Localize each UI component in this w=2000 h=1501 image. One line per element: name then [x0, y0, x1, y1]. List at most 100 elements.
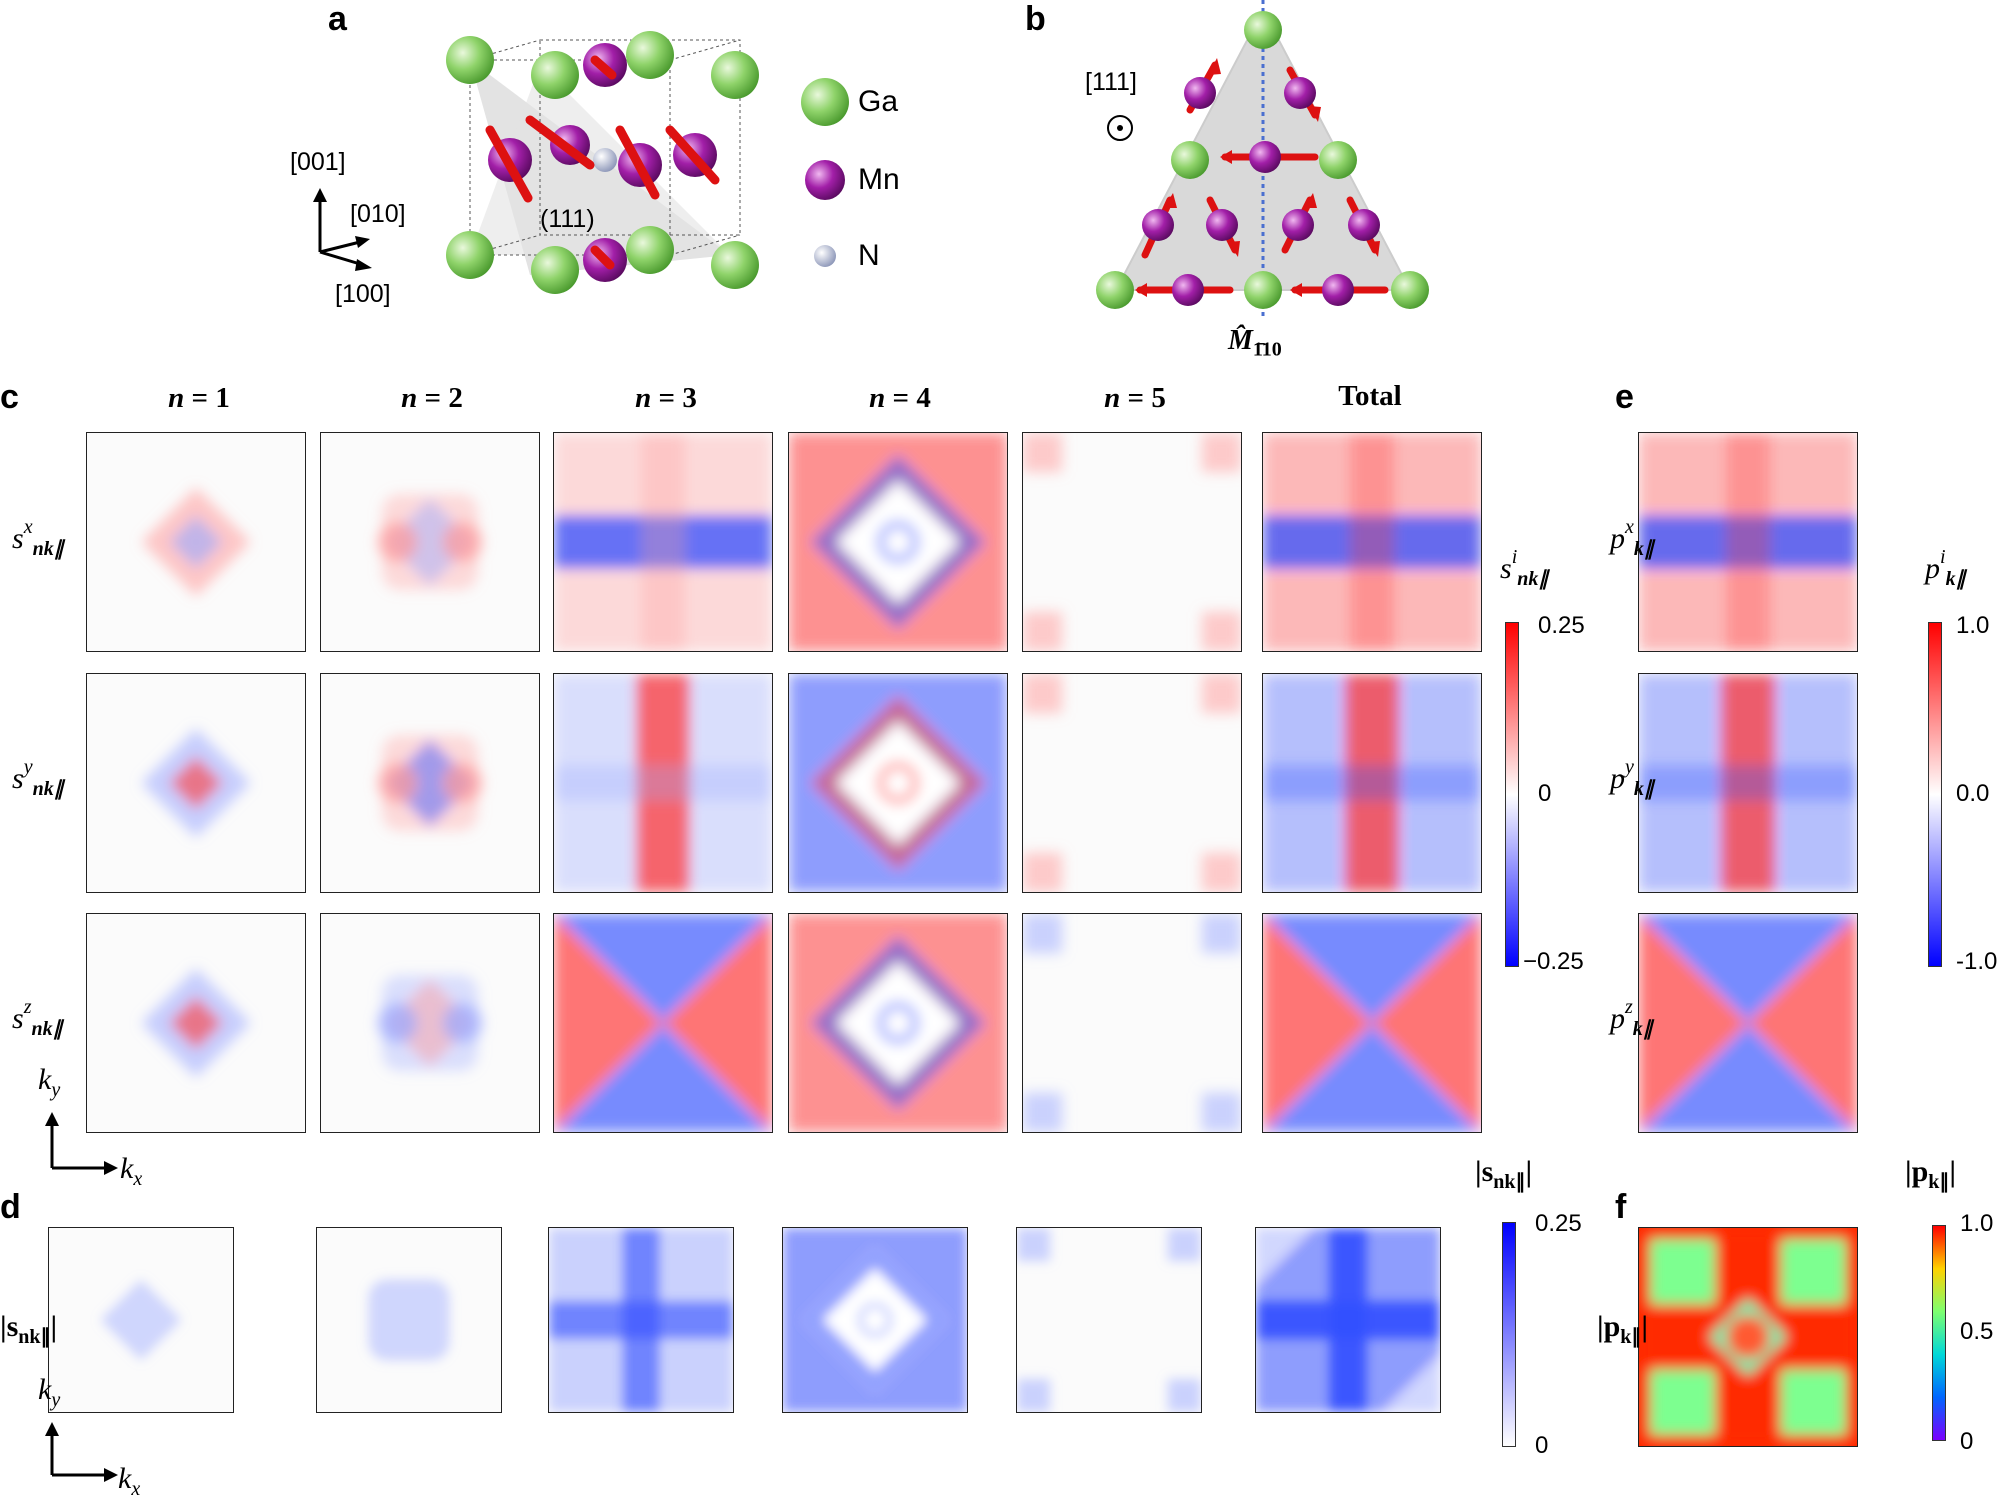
row-label-s-mag: |snk∥|	[0, 1310, 57, 1349]
row-label-p-mag: |pk∥|	[1597, 1310, 1648, 1349]
cbar-smag-title-end: |	[1525, 1155, 1533, 1188]
k-axes-icon-c	[45, 1112, 118, 1175]
row-label-p-mag-sub: k∥	[1620, 1326, 1642, 1348]
colorbar-p-magnitude	[1932, 1225, 1946, 1441]
row-label-sy-base: s	[12, 762, 24, 795]
axis-100-label: [100]	[335, 280, 391, 308]
map-smag-n4	[782, 1227, 968, 1413]
row-label-s-mag-end: |	[50, 1310, 58, 1343]
crystal-structure-diagram	[446, 31, 759, 294]
row-label-py: pyk∥	[1610, 756, 1654, 801]
row-label-pz-sub: k∥	[1632, 1018, 1653, 1040]
cbar-pmag-tick-max: 1.0	[1960, 1210, 1994, 1237]
cbar-smag-tick-max: 0.25	[1535, 1210, 1582, 1237]
cbar-pmag-tick-min: 0	[1960, 1428, 1974, 1455]
map-py	[1638, 673, 1858, 893]
kagome-plane-diagram	[1096, 0, 1429, 318]
map-sz-n3	[553, 913, 773, 1133]
ky-label-c-base: k	[38, 1063, 52, 1096]
ky-label-d-base: k	[38, 1373, 52, 1406]
row-label-sy-sup: y	[23, 756, 33, 778]
map-sx-n3	[553, 432, 773, 652]
panel-label-d: d	[0, 1188, 21, 1226]
cbar-p-title-sup: i	[1940, 546, 1946, 568]
cbar-p-tick-zero: 0.0	[1956, 780, 1990, 807]
column-header-n1: n = 1	[89, 382, 309, 415]
cbar-s-title-sup: i	[1511, 546, 1518, 568]
row-label-px-sup: x	[1625, 516, 1634, 538]
row-label-px-base: p	[1610, 522, 1625, 555]
column-header-n3-var: n	[635, 382, 652, 414]
map-sz-total	[1262, 913, 1482, 1133]
cbar-s-tick-max: 0.25	[1538, 612, 1585, 639]
cbar-p-title-base: p	[1925, 552, 1940, 585]
row-label-py-sup: y	[1625, 756, 1634, 778]
crystal-axes-icon	[313, 188, 372, 271]
legend-mn-label: Mn	[858, 163, 900, 196]
cbar-pmag-title-base: |p	[1905, 1155, 1929, 1188]
direction-111-label: [111]	[1085, 68, 1137, 96]
map-sy-n4	[788, 673, 1008, 893]
cbar-pmag-title-end: |	[1949, 1155, 1957, 1188]
kx-label-d: kx	[118, 1462, 140, 1501]
row-label-px-sub: k∥	[1633, 538, 1654, 560]
map-sz-n5	[1022, 913, 1242, 1133]
cbar-pmag-title: |pk∥|	[1905, 1155, 1956, 1194]
cbar-smag-title-sub: nk∥	[1493, 1171, 1526, 1193]
column-header-n3: n = 3	[556, 382, 776, 415]
kx-label-d-base: k	[118, 1462, 132, 1495]
cbar-s-tick-min: −0.25	[1523, 948, 1584, 975]
row-label-pz-base: p	[1610, 1002, 1625, 1035]
row-label-sz-base: s	[12, 1002, 24, 1035]
map-smag-n1	[48, 1227, 234, 1413]
kx-label-d-sub: x	[131, 1478, 141, 1500]
column-header-n2-val: = 2	[417, 382, 463, 414]
map-smag-n2	[316, 1227, 502, 1413]
row-label-sx-sub: nk∥	[32, 538, 64, 560]
column-header-n5-var: n	[1104, 382, 1121, 414]
cbar-p-title-sub: k∥	[1945, 568, 1966, 590]
legend-ga-label: Ga	[858, 85, 899, 118]
map-smag-total	[1255, 1227, 1441, 1413]
column-header-total: Total	[1338, 380, 1402, 412]
kx-label-c-sub: x	[133, 1168, 143, 1190]
kx-label-c-base: k	[120, 1152, 134, 1185]
colorbar-s-component	[1505, 622, 1519, 967]
ky-label-d-sub: y	[51, 1389, 61, 1411]
map-sx-n4	[788, 432, 1008, 652]
mirror-operator-label: M̂1̄10	[1228, 325, 1282, 362]
map-sx-n5	[1022, 432, 1242, 652]
axis-001-label: [001]	[290, 148, 346, 176]
k-axes-icon-d	[45, 1422, 118, 1482]
map-sy-n2	[320, 673, 540, 893]
row-label-px: pxk∥	[1610, 516, 1654, 561]
cbar-smag-title: |snk∥|	[1475, 1155, 1532, 1194]
row-label-sy-sub: nk∥	[32, 778, 64, 800]
panel-label-b: b	[1025, 0, 1046, 38]
cbar-p-tick-min: -1.0	[1956, 948, 1998, 975]
cbar-smag-tick-min: 0	[1535, 1432, 1549, 1459]
cbar-p-title: pik∥	[1925, 546, 1966, 591]
column-header-n1-var: n	[168, 382, 185, 414]
column-header-n2: n = 2	[322, 382, 542, 415]
row-label-s-mag-sub: nk∥	[18, 1326, 51, 1348]
cbar-pmag-title-sub: k∥	[1928, 1171, 1950, 1193]
column-header-n5: n = 5	[1025, 382, 1245, 415]
row-label-sz: sznk∥	[12, 996, 63, 1041]
ky-label-c: ky	[38, 1063, 60, 1102]
row-label-sx: sxnk∥	[12, 516, 64, 561]
row-label-p-mag-end: |	[1641, 1310, 1649, 1343]
mirror-operator-sub: 1̄10	[1252, 338, 1282, 361]
row-label-p-mag-base: |p	[1597, 1310, 1621, 1343]
kx-label-c: kx	[120, 1152, 142, 1191]
column-header-n1-val: = 1	[184, 382, 230, 414]
map-sx-n2	[320, 432, 540, 652]
row-label-pz-sup: z	[1625, 996, 1633, 1018]
map-sz-n1	[86, 913, 306, 1133]
row-label-py-sub: k∥	[1633, 778, 1654, 800]
column-header-n3-val: = 3	[651, 382, 697, 414]
map-smag-n5	[1016, 1227, 1202, 1413]
cbar-pmag-tick-mid: 0.5	[1960, 1318, 1994, 1345]
column-header-n5-val: = 5	[1120, 382, 1166, 414]
cbar-p-tick-max: 1.0	[1956, 612, 1990, 639]
